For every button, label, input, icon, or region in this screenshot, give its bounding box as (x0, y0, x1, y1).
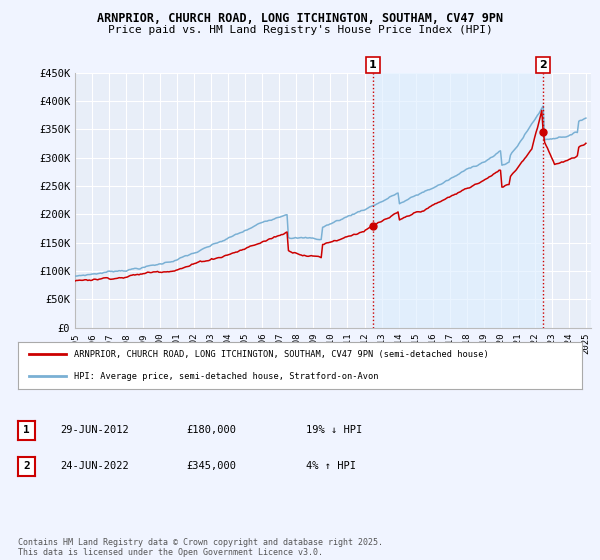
Text: 2: 2 (539, 60, 547, 70)
Text: £345,000: £345,000 (186, 461, 236, 472)
Text: 19% ↓ HPI: 19% ↓ HPI (306, 425, 362, 435)
Text: £180,000: £180,000 (186, 425, 236, 435)
Text: 24-JUN-2022: 24-JUN-2022 (60, 461, 129, 472)
Text: Contains HM Land Registry data © Crown copyright and database right 2025.
This d: Contains HM Land Registry data © Crown c… (18, 538, 383, 557)
Text: ARNPRIOR, CHURCH ROAD, LONG ITCHINGTON, SOUTHAM, CV47 9PN: ARNPRIOR, CHURCH ROAD, LONG ITCHINGTON, … (97, 12, 503, 25)
Text: 29-JUN-2012: 29-JUN-2012 (60, 425, 129, 435)
Text: 1: 1 (369, 60, 377, 70)
Text: ARNPRIOR, CHURCH ROAD, LONG ITCHINGTON, SOUTHAM, CV47 9PN (semi-detached house): ARNPRIOR, CHURCH ROAD, LONG ITCHINGTON, … (74, 350, 489, 359)
Text: 4% ↑ HPI: 4% ↑ HPI (306, 461, 356, 472)
Text: HPI: Average price, semi-detached house, Stratford-on-Avon: HPI: Average price, semi-detached house,… (74, 372, 379, 381)
Text: Price paid vs. HM Land Registry's House Price Index (HPI): Price paid vs. HM Land Registry's House … (107, 25, 493, 35)
Text: 1: 1 (23, 425, 30, 435)
Text: 2: 2 (23, 461, 30, 472)
Bar (373, 73, 543, 328)
